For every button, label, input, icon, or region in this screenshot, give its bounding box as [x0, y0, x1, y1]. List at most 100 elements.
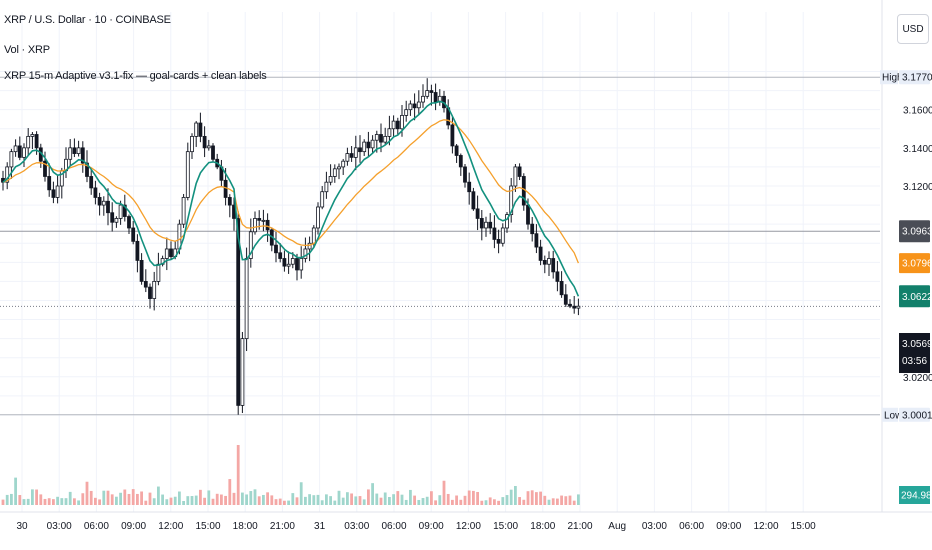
volume-bar	[64, 498, 68, 505]
currency-button[interactable]: USD	[897, 14, 929, 44]
candle-body	[227, 197, 232, 206]
volume-bar	[85, 481, 89, 505]
volume-bar	[396, 491, 400, 505]
candle-body	[257, 218, 262, 221]
volume-bar	[136, 493, 139, 505]
reference-price-tag-bg	[899, 220, 930, 243]
volume-bar	[484, 500, 488, 505]
candle-body	[156, 263, 161, 282]
candle-body	[206, 145, 211, 149]
candle-body	[383, 135, 388, 143]
volume-bar	[211, 498, 215, 505]
candle-body	[412, 103, 417, 109]
candle-body	[311, 227, 316, 244]
candle-body	[370, 139, 375, 149]
volume-bar	[472, 490, 475, 505]
indicator-legend[interactable]: XRP 15-m Adaptive v3.1-fix — goal-cards …	[4, 70, 267, 82]
candle-body	[345, 153, 350, 162]
candle-body	[467, 181, 472, 193]
candle-body	[400, 115, 404, 130]
high-value-tag: 3.1770	[902, 73, 932, 84]
candle-body	[244, 258, 249, 340]
candle-body	[320, 191, 325, 208]
volume-bar	[245, 494, 248, 505]
volume-bar	[304, 496, 307, 505]
volume-bar	[68, 491, 72, 505]
candle-body	[5, 166, 10, 183]
volume-bar	[190, 496, 194, 505]
volume-bar	[152, 498, 156, 505]
volume-bar	[417, 499, 421, 505]
volume-bar	[547, 499, 551, 505]
fast-ma-price-tag-bg	[899, 285, 930, 308]
volume-bar	[102, 490, 106, 505]
candle-body	[26, 135, 31, 149]
time-tick-label: 12:00	[158, 521, 183, 532]
volume-bar	[274, 499, 278, 505]
volume-bar	[375, 493, 379, 505]
volume-bar	[577, 494, 580, 505]
candle-body	[450, 124, 455, 147]
candle-body	[458, 155, 463, 168]
candle-body	[248, 231, 253, 259]
time-tick-label: 03:00	[47, 521, 72, 532]
candle-body	[190, 135, 194, 153]
time-tick-label: 06:00	[679, 521, 704, 532]
candle-body	[286, 263, 291, 267]
candle-body	[30, 134, 35, 137]
volume-bar	[43, 498, 47, 505]
candle-body	[181, 197, 186, 225]
slow-ma-price-tag: 3.0796	[902, 259, 932, 270]
volume-bar	[287, 500, 290, 505]
candle-body	[572, 305, 577, 309]
volume-bar	[497, 500, 500, 505]
time-tick-label: 03:00	[642, 521, 667, 532]
candle-body	[416, 101, 421, 109]
volume-bar	[493, 499, 496, 505]
candle-body	[131, 227, 136, 242]
symbol-title[interactable]: XRP / U.S. Dollar · 10 · COINBASE	[4, 14, 171, 26]
candle-body	[505, 214, 509, 229]
candle-body	[240, 338, 245, 406]
volume-bar	[35, 489, 38, 505]
time-tick-label: 18:00	[530, 521, 555, 532]
volume-bar	[409, 489, 412, 505]
candles	[1, 78, 581, 415]
volume-bar	[329, 496, 332, 505]
time-tick-label: Aug	[608, 521, 626, 532]
candle-body	[568, 303, 572, 307]
candle-body	[421, 95, 425, 103]
volume-bar	[383, 492, 387, 505]
volume-bar	[232, 492, 236, 505]
candle-body	[43, 160, 47, 177]
high-value-tag-bg	[899, 70, 930, 85]
candle-body	[353, 147, 358, 158]
volume-bar	[52, 499, 55, 505]
volume-bar	[236, 445, 240, 505]
volume-bar	[341, 497, 345, 505]
time-tick-label: 30	[16, 521, 28, 532]
time-tick-label: 21:00	[567, 521, 592, 532]
volume-bars	[1, 445, 580, 505]
candle-body	[492, 227, 497, 240]
time-tick-label: 06:00	[84, 521, 109, 532]
volume-bar	[77, 500, 80, 505]
volume-bar	[564, 496, 568, 505]
volume-legend[interactable]: Vol · XRP	[4, 44, 50, 56]
candle-body	[349, 153, 354, 158]
volume-bar	[199, 489, 202, 505]
candle-body	[194, 122, 199, 137]
volume-bar	[178, 491, 181, 505]
volume-bar	[253, 489, 257, 505]
candle-body	[379, 134, 383, 143]
candle-body	[89, 176, 94, 189]
candle-body	[526, 204, 530, 225]
candle-body	[76, 147, 81, 154]
candle-body	[13, 145, 18, 153]
candle-body	[122, 204, 127, 217]
volume-bar	[539, 491, 542, 505]
volume-bar	[131, 489, 135, 505]
time-axis[interactable]: 30 03:00 06:00 09:00 12:00 15:00 18:00 21:00 31 0…	[0, 511, 932, 532]
